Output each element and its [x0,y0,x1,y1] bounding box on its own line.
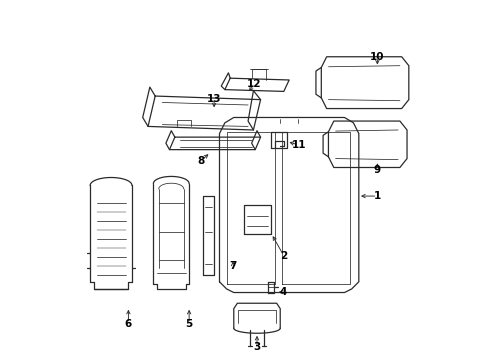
Text: 4: 4 [279,287,286,297]
Text: 13: 13 [206,94,221,104]
Text: 2: 2 [280,251,287,261]
Text: 10: 10 [369,52,384,62]
Text: 3: 3 [253,342,260,352]
Text: 1: 1 [373,191,380,201]
Text: 9: 9 [373,165,380,175]
Text: 5: 5 [185,319,192,329]
Text: 8: 8 [197,156,204,166]
Text: 7: 7 [229,261,236,271]
Text: 12: 12 [247,78,261,89]
Text: 11: 11 [291,140,305,150]
Text: 6: 6 [124,319,132,329]
